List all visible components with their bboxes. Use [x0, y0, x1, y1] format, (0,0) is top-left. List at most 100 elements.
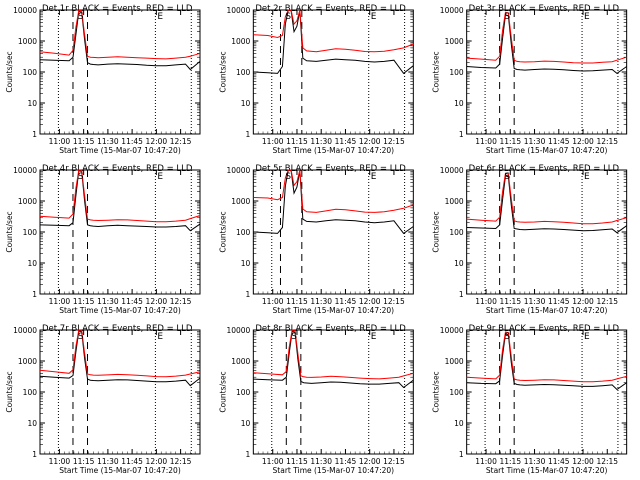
series-line-events — [253, 330, 414, 389]
y-tick-label: 1 — [246, 290, 251, 299]
plot-frame — [252, 9, 414, 135]
x-tick-label: 11:45 — [121, 297, 143, 306]
x-tick-label: 11:00 — [262, 297, 284, 306]
marker-S: S — [285, 12, 291, 22]
x-tick-label: 11:30 — [97, 297, 119, 306]
series-line-events — [253, 169, 414, 235]
marker-S: S — [78, 332, 84, 342]
y-tick-label: 1000 — [445, 197, 464, 206]
x-tick-label: 11:45 — [548, 137, 570, 146]
marker-S: S — [291, 332, 297, 342]
x-tick-label: 11:15 — [73, 297, 95, 306]
y-tick-label: 10000 — [13, 166, 37, 175]
x-tick-label: 11:45 — [548, 297, 570, 306]
series-line-lld — [466, 331, 627, 383]
x-tick-label: 11:30 — [310, 137, 332, 146]
x-tick-label: 11:15 — [499, 137, 521, 146]
y-tick-label: 1000 — [18, 37, 37, 46]
y-tick-label: 10000 — [13, 326, 37, 335]
marker-S: S — [505, 332, 511, 342]
series-line-events — [253, 9, 414, 75]
y-axis-label: Counts/sec — [5, 51, 14, 92]
y-tick-label: 10 — [241, 99, 251, 108]
y-tick-label: 10 — [454, 259, 464, 268]
y-axis-label: Counts/sec — [218, 371, 227, 412]
y-tick-label: 10000 — [13, 6, 37, 15]
plot-frame — [39, 329, 201, 455]
x-tick-label: 11:00 — [475, 137, 497, 146]
chart-title: Det 2r BLACK = Events, RED = LLD — [255, 4, 406, 14]
y-tick-label: 1000 — [445, 37, 464, 46]
y-axis-label: Counts/sec — [432, 51, 441, 92]
series-line-lld — [466, 11, 627, 64]
x-tick-label: 12:15 — [383, 137, 405, 146]
x-tick-label: 12:15 — [170, 137, 192, 146]
series-line-events — [466, 333, 627, 391]
marker-E: E — [157, 332, 163, 342]
x-tick-label: 11:00 — [49, 297, 71, 306]
y-axis-label: Counts/sec — [218, 51, 227, 92]
y-tick-label: 1 — [459, 450, 464, 459]
marker-S: S — [78, 172, 84, 182]
plot-frame — [39, 9, 201, 135]
y-tick-label: 100 — [23, 388, 38, 397]
detector-chart-4: Det 4r BLACK = Events, RED = LLD 1 10 100 10… — [5, 164, 201, 315]
y-tick-label: 100 — [236, 68, 251, 77]
y-tick-label: 1 — [246, 130, 251, 139]
y-tick-label: 10000 — [226, 6, 250, 15]
y-axis-label: Counts/sec — [432, 211, 441, 252]
detector-chart-3: Det 3r BLACK = Events, RED = LLD 1 10 100 10… — [432, 4, 628, 155]
y-tick-label: 10000 — [226, 326, 250, 335]
y-tick-label: 10 — [454, 99, 464, 108]
y-tick-label: 1 — [32, 450, 37, 459]
x-tick-label: 11:30 — [97, 457, 119, 466]
x-tick-label: 11:15 — [499, 297, 521, 306]
chart-title: Det 6r BLACK = Events, RED = LLD — [469, 164, 620, 174]
chart-title: Det 8r BLACK = Events, RED = LLD — [255, 324, 406, 334]
y-tick-label: 1000 — [231, 197, 250, 206]
x-axis-label: Start Time (15-Mar-07 10:47:20) — [273, 146, 395, 155]
x-tick-label: 11:00 — [475, 297, 497, 306]
y-tick-label: 1000 — [445, 357, 464, 366]
x-tick-label: 11:45 — [548, 457, 570, 466]
y-tick-label: 100 — [449, 388, 464, 397]
y-tick-label: 1000 — [18, 357, 37, 366]
x-tick-label: 11:15 — [499, 457, 521, 466]
y-tick-label: 10 — [27, 419, 37, 428]
y-axis-label: Counts/sec — [218, 211, 227, 252]
x-tick-label: 11:45 — [121, 457, 143, 466]
x-tick-label: 11:00 — [262, 457, 284, 466]
x-tick-label: 11:00 — [262, 137, 284, 146]
x-tick-label: 11:30 — [97, 137, 119, 146]
y-tick-label: 1 — [32, 290, 37, 299]
chart-title: Det 3r BLACK = Events, RED = LLD — [469, 4, 620, 14]
y-tick-label: 1 — [32, 130, 37, 139]
x-axis-label: Start Time (15-Mar-07 10:47:20) — [59, 146, 181, 155]
chart-title: Det 9r BLACK = Events, RED = LLD — [469, 324, 620, 334]
y-tick-label: 100 — [23, 228, 38, 237]
x-axis-label: Start Time (15-Mar-07 10:47:20) — [59, 466, 181, 475]
marker-E: E — [584, 332, 590, 342]
x-tick-label: 12:00 — [359, 137, 381, 146]
series-line-events — [39, 170, 201, 232]
x-tick-label: 12:00 — [572, 297, 594, 306]
x-tick-label: 12:15 — [170, 297, 192, 306]
series-line-lld — [466, 172, 627, 225]
x-tick-label: 11:30 — [524, 457, 546, 466]
x-tick-label: 12:00 — [146, 297, 168, 306]
marker-E: E — [157, 12, 163, 22]
y-tick-label: 10 — [27, 259, 37, 268]
x-tick-label: 11:15 — [286, 297, 308, 306]
y-tick-label: 10 — [241, 419, 251, 428]
y-tick-label: 100 — [236, 388, 251, 397]
series-line-lld — [39, 9, 201, 60]
y-axis-label: Counts/sec — [5, 211, 14, 252]
y-tick-label: 1 — [459, 290, 464, 299]
y-tick-label: 10000 — [226, 166, 250, 175]
series-line-lld — [253, 169, 414, 213]
y-tick-label: 100 — [449, 228, 464, 237]
x-tick-label: 12:00 — [359, 457, 381, 466]
y-tick-label: 10 — [241, 259, 251, 268]
